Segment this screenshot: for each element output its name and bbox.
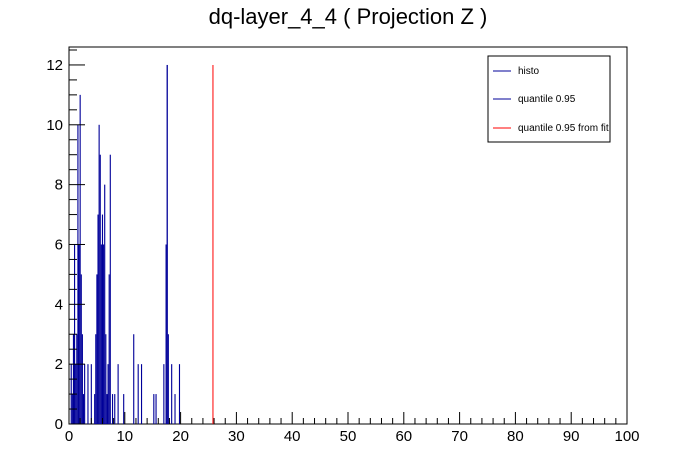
y-tick-label-8: 8 <box>55 177 63 194</box>
histogram-bar-32 <box>117 364 119 424</box>
x-tick-label-30: 30 <box>228 428 245 445</box>
histogram-bar-21 <box>100 244 102 424</box>
x-tick-label-40: 40 <box>284 428 301 445</box>
histogram-bar-28 <box>108 274 110 424</box>
quantile-lines <box>166 64 214 424</box>
x-tick-label-0: 0 <box>65 428 73 445</box>
histogram-bar-39 <box>163 364 165 424</box>
histogram-bar-31 <box>114 394 116 424</box>
histogram-bar-13 <box>87 364 89 424</box>
histogram-bar-44 <box>174 394 176 424</box>
x-tick-label-80: 80 <box>507 428 524 445</box>
histogram-bar-10 <box>81 334 83 424</box>
x-tick-label-20: 20 <box>172 428 189 445</box>
y-tick-label-10: 10 <box>46 117 63 134</box>
histogram-bar-38 <box>155 394 157 424</box>
histogram-bar-15 <box>94 394 96 424</box>
x-tick-label-100: 100 <box>614 428 639 445</box>
histogram-bar-40 <box>165 244 167 424</box>
y-tick-label-0: 0 <box>55 416 63 433</box>
x-tick-label-10: 10 <box>116 428 133 445</box>
histogram-bar-35 <box>137 364 139 424</box>
histogram-bar-42 <box>167 334 169 424</box>
legend-label-quantile-fit: quantile 0.95 from fit <box>518 123 609 134</box>
histogram-bar-17 <box>96 274 98 424</box>
legend-label-quantile: quantile 0.95 <box>518 94 576 105</box>
y-tick-label-2: 2 <box>55 356 63 373</box>
histogram-bar-6 <box>77 124 79 424</box>
histogram-bar-23 <box>103 244 105 424</box>
x-tick-label-90: 90 <box>563 428 580 445</box>
histogram-bar-14 <box>90 364 92 424</box>
histogram-bar-33 <box>123 394 125 424</box>
histogram-bar-34 <box>133 334 135 424</box>
y-tick-label-12: 12 <box>46 57 63 74</box>
histogram-bar-37 <box>153 394 155 424</box>
x-tick-label-50: 50 <box>340 428 357 445</box>
histogram-bar-27 <box>107 364 109 424</box>
histogram-bar-16 <box>95 334 97 424</box>
legend-label-histo: histo <box>518 66 540 77</box>
chart-title: dq-layer_4_4 ( Projection Z ) <box>209 4 488 29</box>
histogram-bar-45 <box>178 364 181 424</box>
y-tick-label-4: 4 <box>55 296 63 313</box>
histogram-bar-19 <box>98 124 100 424</box>
legend: histo quantile 0.95 quantile 0.95 from f… <box>487 55 611 143</box>
histogram-bar-7 <box>78 244 80 424</box>
histogram-bar-26 <box>106 394 108 424</box>
histogram-bar-20 <box>99 154 101 424</box>
y-tick-label-6: 6 <box>55 236 63 253</box>
histogram-bar-12 <box>84 364 86 424</box>
histogram-bar-25 <box>105 334 107 424</box>
histogram-bar-29 <box>109 154 111 424</box>
x-tick-label-60: 60 <box>395 428 412 445</box>
histogram-bar-22 <box>101 214 104 424</box>
histogram-bar-43 <box>171 364 173 424</box>
histogram-bar-24 <box>104 184 106 424</box>
x-tick-label-70: 70 <box>451 428 468 445</box>
axes: 0 10 20 30 40 50 60 70 80 90 100 0 2 4 6 8 10 12 <box>46 49 640 445</box>
histogram-bar-36 <box>140 364 143 424</box>
histogram-bar-18 <box>97 214 99 424</box>
histogram-bar-30 <box>111 394 114 424</box>
histogram-bar-9 <box>80 274 82 424</box>
histogram-bar-8 <box>79 94 81 425</box>
histogram-bar-11 <box>82 394 85 424</box>
